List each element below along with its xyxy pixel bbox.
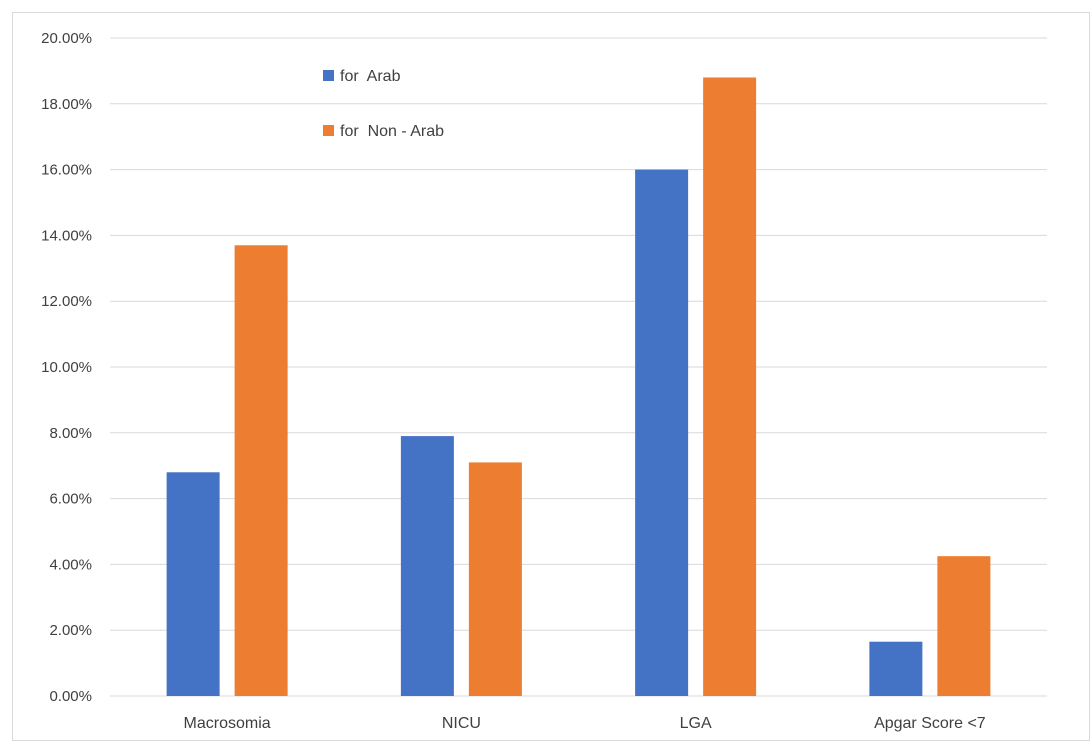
x-category-label: LGA bbox=[680, 715, 712, 732]
bar-nicu-series-1 bbox=[400, 436, 454, 696]
x-axis-categories: Macrosomia NICU LGA Apgar Score <7 bbox=[184, 715, 986, 732]
bar-apgar-score-7-series-2 bbox=[937, 556, 991, 696]
y-tick-label: 0.00% bbox=[49, 688, 92, 705]
y-axis-ticks: 0.00% 2.00% 4.00% 6.00% 8.00% 10.00% 12.00% 14.… bbox=[41, 30, 92, 705]
y-tick-label: 2.00% bbox=[49, 622, 92, 639]
x-category-label: Apgar Score <7 bbox=[874, 715, 986, 732]
bar-nicu-series-2 bbox=[468, 462, 522, 696]
bar-lga-series-1 bbox=[635, 169, 689, 697]
x-category-label: Macrosomia bbox=[184, 715, 271, 732]
bar-macrosomia-series-2 bbox=[234, 245, 288, 696]
y-tick-label: 18.00% bbox=[41, 96, 92, 113]
y-tick-label: 6.00% bbox=[49, 491, 92, 508]
legend-label: for Non - Arab bbox=[340, 123, 444, 140]
y-tick-label: 20.00% bbox=[41, 30, 92, 47]
y-tick-label: 12.00% bbox=[41, 293, 92, 310]
x-category-label: NICU bbox=[442, 715, 481, 732]
y-tick-label: 4.00% bbox=[49, 556, 92, 573]
y-tick-label: 8.00% bbox=[49, 425, 92, 442]
bar-lga-series-2 bbox=[703, 77, 757, 697]
y-tick-label: 10.00% bbox=[41, 359, 92, 376]
bars bbox=[166, 77, 991, 697]
legend-swatch bbox=[323, 70, 334, 81]
y-tick-label: 14.00% bbox=[41, 227, 92, 244]
y-tick-label: 16.00% bbox=[41, 162, 92, 179]
bar-macrosomia-series-1 bbox=[166, 472, 220, 696]
legend-label: for Arab bbox=[340, 68, 401, 85]
bar-apgar-score-7-series-1 bbox=[869, 641, 923, 696]
legend: for Arab for Non - Arab bbox=[323, 68, 444, 140]
legend-swatch bbox=[323, 125, 334, 136]
